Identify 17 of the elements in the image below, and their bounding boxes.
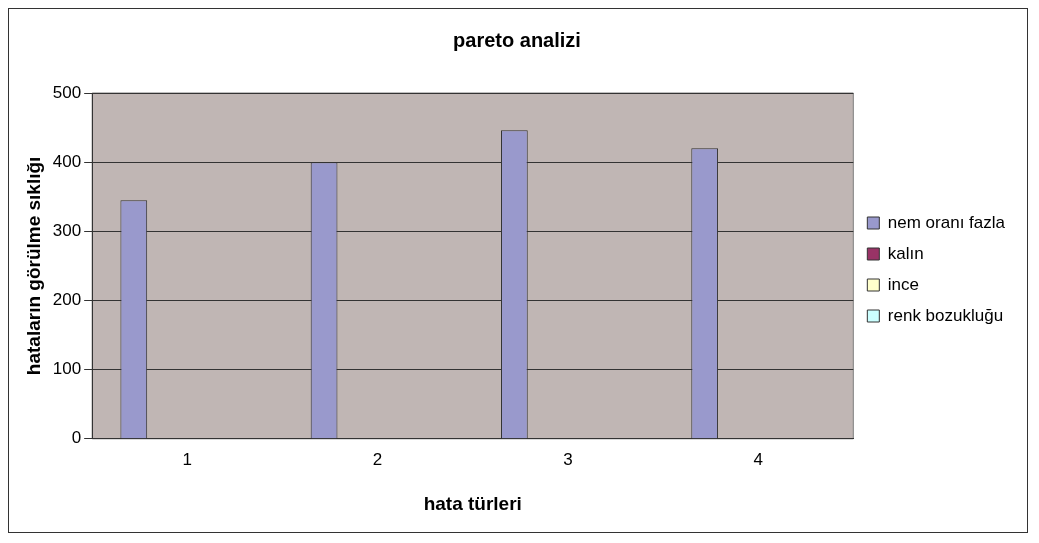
y-tick-label: 400 bbox=[52, 151, 82, 171]
x-axis-title: hata türleri bbox=[423, 492, 522, 514]
legend-label: ince bbox=[887, 274, 920, 294]
y-axis-title: hataların görülme sıklığı bbox=[22, 156, 44, 376]
y-tick-label: 200 bbox=[52, 290, 82, 310]
y-tick-label: 500 bbox=[52, 82, 82, 102]
legend-label: renk bozukluğu bbox=[887, 305, 1004, 325]
x-tick-label: 1 bbox=[182, 449, 193, 469]
x-tick-label: 3 bbox=[563, 449, 573, 469]
legend-label: kalın bbox=[887, 243, 924, 263]
x-tick-label: 2 bbox=[372, 449, 383, 469]
y-tick-label: 300 bbox=[52, 221, 82, 241]
y-tick-label: 0 bbox=[71, 428, 82, 448]
x-tick-label: 4 bbox=[753, 449, 763, 469]
legend-label: nem oranı fazla bbox=[887, 212, 1006, 232]
y-tick-label: 100 bbox=[52, 359, 82, 379]
chart-title: pareto analizi bbox=[453, 28, 581, 51]
